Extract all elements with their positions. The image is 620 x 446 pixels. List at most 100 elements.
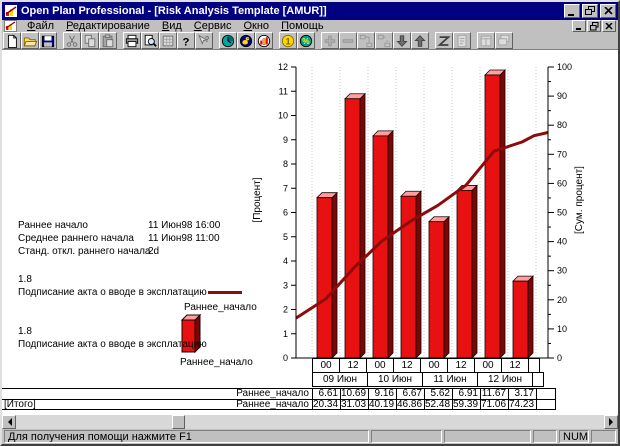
table-view-icon [162, 35, 174, 46]
open-folder-icon [23, 37, 37, 46]
svg-text:100: 100 [557, 62, 572, 72]
unlink-button [375, 32, 393, 49]
table-value-1-1: 31.03 [340, 399, 367, 410]
svg-text:7: 7 [283, 183, 288, 193]
svg-text:90: 90 [557, 91, 567, 101]
window-cascade-button [495, 32, 513, 49]
chart-view: 0 1 2 3 4 5 6 7 8 9 10 11 12 0 10 20 30 40 50 60 70 80 90 100 Р… [2, 50, 618, 415]
toolbar-group-0 [3, 32, 57, 49]
new-document-button[interactable] [3, 32, 21, 49]
cut-icon [66, 35, 78, 47]
svg-text:5: 5 [283, 232, 288, 242]
legend-bar-value: 1.8 [18, 326, 32, 337]
histogram-button[interactable] [255, 32, 273, 49]
table-value-1-6: 71.06 [480, 399, 507, 410]
clock-button[interactable] [219, 32, 237, 49]
mdi-minimize-icon [576, 28, 581, 30]
svg-text:11: 11 [279, 86, 288, 96]
svg-text:20: 20 [557, 295, 567, 305]
table-value-1-2: 40.19 [368, 399, 395, 410]
x-axis-boxes: 00 12 00 12 00 12 00 12 09 Июн 10 Июн 11 Июн 12 Июн [312, 358, 544, 387]
num-lock-indicator: NUM [559, 430, 589, 443]
histogram-icon [257, 34, 271, 47]
table-value-0-0: 6.61 [312, 389, 340, 399]
move-down-icon [396, 34, 408, 47]
svg-text:30: 30 [557, 266, 567, 276]
copy-button [81, 32, 99, 49]
save-button[interactable] [39, 32, 57, 49]
stat-value-stddev-early-start: 2d [148, 246, 160, 257]
add-button [321, 32, 339, 49]
hour-cell-6: 00 [474, 358, 502, 373]
toolbar-group-3 [219, 32, 273, 49]
window-tile-button [477, 32, 495, 49]
svg-text:9: 9 [283, 135, 288, 145]
scroll-left-icon [4, 418, 12, 426]
print-preview-button[interactable] [141, 32, 159, 49]
svg-text:50: 50 [557, 208, 567, 218]
paste-icon [102, 33, 114, 47]
table-value-0-4: 5.62 [424, 389, 452, 399]
move-up-button[interactable] [411, 32, 429, 49]
notes-icon [457, 34, 467, 47]
menu-item-5[interactable]: Помощь [281, 20, 324, 32]
table-value-0-7: 3.17 [508, 389, 536, 399]
scroll-right-icon [608, 418, 617, 426]
menu-item-1[interactable]: Редактирование [66, 20, 150, 32]
stat-label-stddev-early-start: Станд. откл. раннего начала [18, 246, 151, 257]
menu-item-4[interactable]: Окно [243, 20, 270, 32]
restore-button[interactable] [582, 4, 598, 18]
toolbar-group-7 [477, 32, 513, 49]
hour-cell-5: 12 [447, 358, 475, 373]
left-axis-title: [Процент] [252, 177, 263, 223]
cut-button [63, 32, 81, 49]
mdi-minimize-button[interactable] [572, 20, 586, 32]
date-cell-0: 09 Июн [312, 372, 368, 387]
svg-text:12: 12 [278, 62, 288, 72]
help-button[interactable]: ? [177, 32, 195, 49]
scrollbar-thumb[interactable] [172, 415, 185, 429]
scrollbar-track[interactable] [16, 415, 604, 429]
resource-button[interactable] [237, 32, 255, 49]
hour-cell-7: 12 [501, 358, 529, 373]
menu-item-0[interactable]: Файл [27, 20, 55, 32]
scroll-right-button[interactable] [604, 415, 618, 429]
status-panel-4 [591, 430, 616, 443]
status-panel-2 [444, 430, 531, 443]
zigzag-button[interactable] [435, 32, 453, 49]
date-cell-1: 10 Июн [367, 372, 423, 387]
svg-text:4: 4 [283, 256, 288, 266]
move-down-button[interactable] [393, 32, 411, 49]
mdi-close-button[interactable] [602, 20, 616, 32]
copy-icon [84, 34, 96, 47]
remove-button [339, 32, 357, 49]
close-button[interactable] [600, 4, 616, 18]
hour-cell-1: 12 [339, 358, 367, 373]
notes-button [453, 32, 471, 49]
statistics-block: Раннее начало 11 Июн98 16:00 Среднее ранн… [18, 220, 278, 259]
legend-line-swatch [208, 291, 242, 294]
open-folder-button[interactable] [21, 32, 39, 49]
mdi-restore-button[interactable] [587, 20, 601, 32]
table-cell-partial [536, 389, 556, 399]
cost-button[interactable]: 1 [279, 32, 297, 49]
svg-text:%: % [302, 36, 310, 46]
svg-text:?: ? [183, 36, 190, 48]
svg-text:70: 70 [557, 149, 567, 159]
print-button[interactable] [123, 32, 141, 49]
context-help-icon: ? [198, 34, 210, 45]
resource-icon [239, 34, 253, 47]
document-icon [4, 20, 17, 32]
scroll-left-button[interactable] [2, 415, 16, 429]
minimize-button[interactable] [564, 4, 580, 18]
percent-button[interactable]: % [297, 32, 315, 49]
stat-label-early-start: Раннее начало [18, 220, 88, 231]
menu-item-3[interactable]: Сервис [193, 20, 232, 32]
svg-text:2: 2 [283, 305, 288, 315]
menu-item-2[interactable]: Вид [161, 20, 182, 32]
stat-value-early-start: 11 Июн98 16:00 [148, 220, 221, 231]
svg-text:?: ? [205, 34, 210, 43]
paste-button [99, 32, 117, 49]
